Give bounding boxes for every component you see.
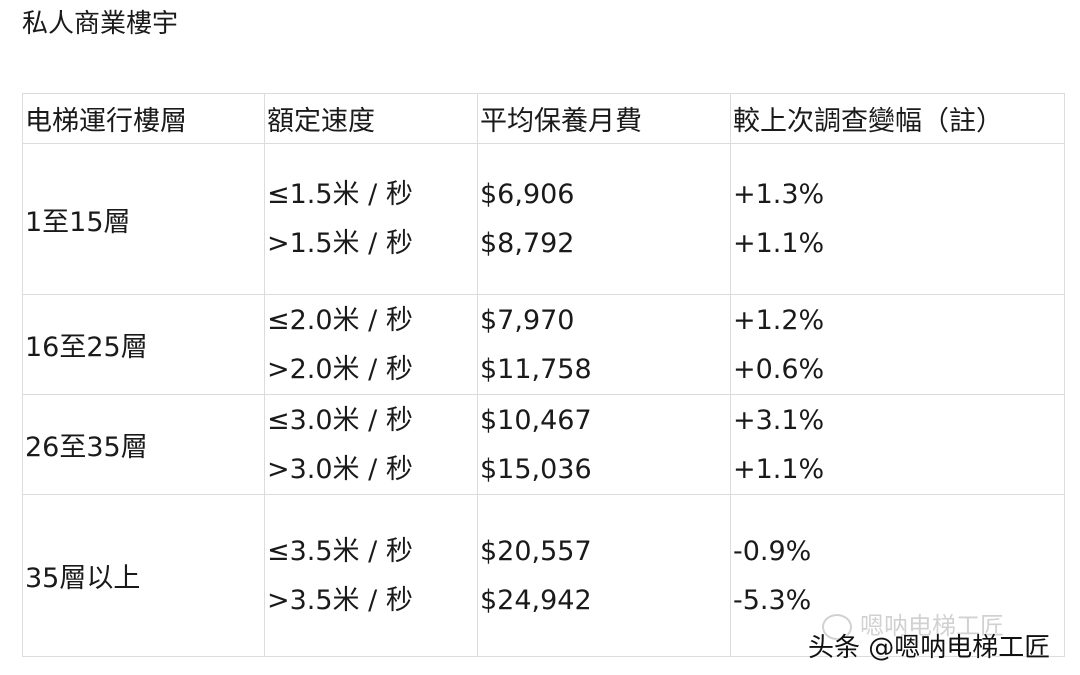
fee-value: $11,758 xyxy=(480,353,592,385)
logo-icon xyxy=(822,614,852,640)
floor-range-cell: 26至35層 xyxy=(22,394,265,495)
floor-range-cell: 35層以上 xyxy=(22,494,265,657)
fee-value: $8,792 xyxy=(480,228,575,259)
fee-cell: $20,557 $24,942 xyxy=(477,494,731,657)
change-value: +3.1% xyxy=(733,404,825,436)
speed-value: >1.5米 / 秒 xyxy=(267,228,413,259)
speed-value: >3.0米 / 秒 xyxy=(267,453,413,485)
watermark-faint-text: 嗯呐电梯工匠 xyxy=(860,612,1004,640)
speed-value: >2.0米 / 秒 xyxy=(267,353,413,385)
change-value: -5.3% xyxy=(733,584,812,616)
speed-cell: ≤3.0米 / 秒 >3.0米 / 秒 xyxy=(264,394,478,495)
header-row: 电梯運行樓層 額定速度 平均保養月費 較上次調查變幅（註） xyxy=(22,93,1065,144)
change-value: +1.1% xyxy=(733,453,825,485)
speed-cell: ≤2.0米 / 秒 >2.0米 / 秒 xyxy=(264,294,478,395)
speed-value: ≤3.0米 / 秒 xyxy=(267,404,413,436)
speed-value: ≤3.5米 / 秒 xyxy=(267,535,413,567)
fee-cell: $10,467 $15,036 xyxy=(477,394,731,495)
table-row: 26至35層 ≤3.0米 / 秒 >3.0米 / 秒 $10,467 $15,036 +3… xyxy=(22,394,1065,495)
change-cell: +3.1% +1.1% xyxy=(730,394,1065,495)
change-value: +1.1% xyxy=(733,228,825,259)
page-title: 私人商業樓宇 xyxy=(22,9,179,39)
speed-value: ≤1.5米 / 秒 xyxy=(267,179,413,210)
change-value: +1.2% xyxy=(733,304,825,336)
fee-value: $7,970 xyxy=(480,304,575,336)
header-change: 較上次調查變幅（註） xyxy=(730,93,1065,144)
header-floors: 电梯運行樓層 xyxy=(22,93,265,144)
table-row: 16至25層 ≤2.0米 / 秒 >2.0米 / 秒 $7,970 $11,758 +1.… xyxy=(22,294,1065,395)
change-cell: +1.3% +1.1% xyxy=(730,143,1065,295)
change-cell: -0.9% -5.3% xyxy=(730,494,1065,657)
maintenance-fee-table: 电梯運行樓層 額定速度 平均保養月費 較上次調查變幅（註） 1至15層 ≤1.5米… xyxy=(22,93,1065,657)
header-speed: 額定速度 xyxy=(264,93,478,144)
floor-range-cell: 16至25層 xyxy=(22,294,265,395)
watermark-faint: 嗯呐电梯工匠 xyxy=(822,606,1004,641)
fee-value: $6,906 xyxy=(480,179,575,210)
speed-cell: ≤3.5米 / 秒 >3.5米 / 秒 xyxy=(264,494,478,657)
fee-cell: $6,906 $8,792 xyxy=(477,143,731,295)
change-value: +0.6% xyxy=(733,353,825,385)
fee-value: $24,942 xyxy=(480,584,592,616)
speed-cell: ≤1.5米 / 秒 >1.5米 / 秒 xyxy=(264,143,478,295)
speed-value: >3.5米 / 秒 xyxy=(267,584,413,616)
fee-cell: $7,970 $11,758 xyxy=(477,294,731,395)
fee-value: $15,036 xyxy=(480,453,592,485)
floor-range-cell: 1至15層 xyxy=(22,143,265,295)
speed-value: ≤2.0米 / 秒 xyxy=(267,304,413,336)
watermark-main: 头条 @嗯呐电梯工匠 xyxy=(808,633,1051,663)
change-cell: +1.2% +0.6% xyxy=(730,294,1065,395)
fee-value: $10,467 xyxy=(480,404,592,436)
header-fee: 平均保養月費 xyxy=(477,93,731,144)
change-value: -0.9% xyxy=(733,535,812,567)
fee-value: $20,557 xyxy=(480,535,592,567)
change-value: +1.3% xyxy=(733,179,825,210)
table-row: 1至15層 ≤1.5米 / 秒 >1.5米 / 秒 $6,906 $8,792 +1.3%… xyxy=(22,143,1065,295)
table-row: 35層以上 ≤3.5米 / 秒 >3.5米 / 秒 $20,557 $24,942 -0.… xyxy=(22,494,1065,657)
